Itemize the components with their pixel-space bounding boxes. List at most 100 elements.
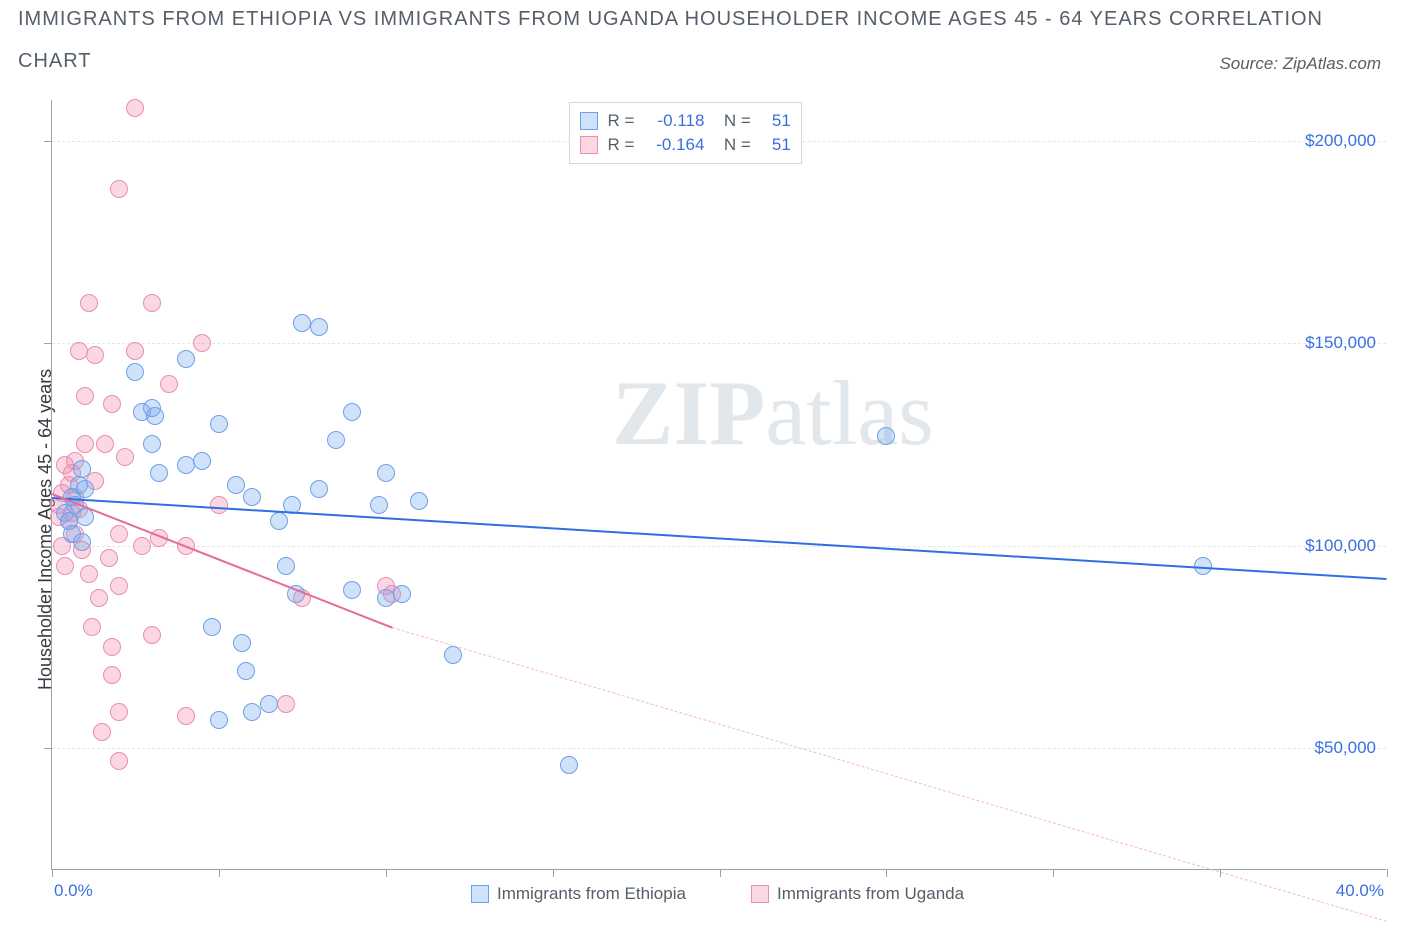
scatter-point-uganda [110, 752, 128, 770]
scatter-point-uganda [90, 589, 108, 607]
scatter-point-uganda [100, 549, 118, 567]
scatter-point-uganda [143, 294, 161, 312]
scatter-point-uganda [83, 618, 101, 636]
ytick-mark [44, 343, 52, 344]
scatter-point-ethiopia [76, 480, 94, 498]
watermark-bold: ZIP [612, 362, 765, 464]
gridline-h [52, 546, 1386, 547]
scatter-point-ethiopia [76, 508, 94, 526]
chart-title-line2: CHART [18, 50, 92, 73]
scatter-point-uganda [110, 577, 128, 595]
ytick-mark [44, 546, 52, 547]
scatter-point-ethiopia [277, 557, 295, 575]
scatter-point-ethiopia [343, 403, 361, 421]
scatter-point-ethiopia [177, 350, 195, 368]
xtick-mark [1387, 869, 1388, 877]
scatter-point-ethiopia [877, 427, 895, 445]
scatter-point-ethiopia [210, 711, 228, 729]
scatter-point-ethiopia [444, 646, 462, 664]
scatter-point-uganda [103, 395, 121, 413]
scatter-point-ethiopia [243, 703, 261, 721]
scatter-point-uganda [76, 387, 94, 405]
scatter-point-ethiopia [310, 480, 328, 498]
scatter-point-uganda [70, 342, 88, 360]
scatter-point-uganda [103, 638, 121, 656]
scatter-point-ethiopia [126, 363, 144, 381]
ytick-label: $100,000 [1305, 536, 1376, 556]
scatter-point-ethiopia [377, 589, 395, 607]
scatter-point-ethiopia [243, 488, 261, 506]
series-legend-uganda: Immigrants from Uganda [751, 884, 964, 904]
xtick-mark [1053, 869, 1054, 877]
scatter-point-uganda [110, 180, 128, 198]
scatter-point-uganda [110, 525, 128, 543]
trendline-ethiopia [52, 497, 1387, 580]
xtick-mark [720, 869, 721, 877]
scatter-point-ethiopia [393, 585, 411, 603]
scatter-point-uganda [103, 666, 121, 684]
watermark-rest: atlas [765, 362, 934, 464]
scatter-point-ethiopia [203, 618, 221, 636]
xtick-mark [386, 869, 387, 877]
scatter-point-uganda [76, 435, 94, 453]
series-name-ethiopia: Immigrants from Ethiopia [497, 884, 686, 904]
scatter-point-uganda [116, 448, 134, 466]
watermark: ZIPatlas [612, 360, 934, 466]
scatter-point-uganda [80, 294, 98, 312]
scatter-point-uganda [193, 334, 211, 352]
scatter-point-uganda [80, 565, 98, 583]
scatter-point-ethiopia [143, 435, 161, 453]
scatter-point-uganda [177, 707, 195, 725]
ytick-label: $200,000 [1305, 131, 1376, 151]
scatter-point-ethiopia [293, 314, 311, 332]
scatter-point-ethiopia [193, 452, 211, 470]
scatter-point-ethiopia [310, 318, 328, 336]
scatter-point-uganda [126, 342, 144, 360]
scatter-point-ethiopia [227, 476, 245, 494]
gridline-h [52, 748, 1386, 749]
gridline-h [52, 141, 1386, 142]
xtick-mark [52, 869, 53, 877]
xtick-label: 40.0% [1336, 881, 1384, 901]
scatter-point-ethiopia [177, 456, 195, 474]
xtick-mark [553, 869, 554, 877]
series-name-uganda: Immigrants from Uganda [777, 884, 964, 904]
scatter-point-uganda [133, 537, 151, 555]
scatter-point-uganda [56, 557, 74, 575]
trendline-uganda-dashed [392, 627, 1387, 922]
scatter-point-ethiopia [377, 464, 395, 482]
series-legend-ethiopia: Immigrants from Ethiopia [471, 884, 686, 904]
scatter-point-uganda [277, 695, 295, 713]
series-swatch-ethiopia [471, 885, 489, 903]
scatter-point-ethiopia [560, 756, 578, 774]
xtick-mark [886, 869, 887, 877]
scatter-plot-area: ZIPatlas $50,000 $100,000 $150,000 $200,000… [51, 100, 1386, 870]
scatter-point-ethiopia [210, 415, 228, 433]
scatter-point-uganda [126, 99, 144, 117]
scatter-point-uganda [110, 703, 128, 721]
scatter-point-ethiopia [237, 662, 255, 680]
scatter-point-ethiopia [150, 464, 168, 482]
ytick-mark [44, 748, 52, 749]
scatter-point-ethiopia [410, 492, 428, 510]
xtick-mark [219, 869, 220, 877]
scatter-point-uganda [143, 626, 161, 644]
scatter-point-uganda [86, 346, 104, 364]
ytick-label: $50,000 [1315, 738, 1376, 758]
scatter-point-ethiopia [270, 512, 288, 530]
scatter-point-ethiopia [260, 695, 278, 713]
chart-title-line1: IMMIGRANTS FROM ETHIOPIA VS IMMIGRANTS F… [18, 8, 1323, 31]
scatter-point-ethiopia [343, 581, 361, 599]
xtick-label: 0.0% [54, 881, 93, 901]
scatter-point-uganda [160, 375, 178, 393]
scatter-point-ethiopia [327, 431, 345, 449]
gridline-h [52, 343, 1386, 344]
scatter-point-uganda [96, 435, 114, 453]
series-swatch-uganda [751, 885, 769, 903]
scatter-point-ethiopia [370, 496, 388, 514]
ytick-label: $150,000 [1305, 333, 1376, 353]
scatter-point-ethiopia [73, 533, 91, 551]
source-label: Source: ZipAtlas.com [1219, 54, 1381, 74]
ytick-mark [44, 141, 52, 142]
scatter-point-uganda [210, 496, 228, 514]
